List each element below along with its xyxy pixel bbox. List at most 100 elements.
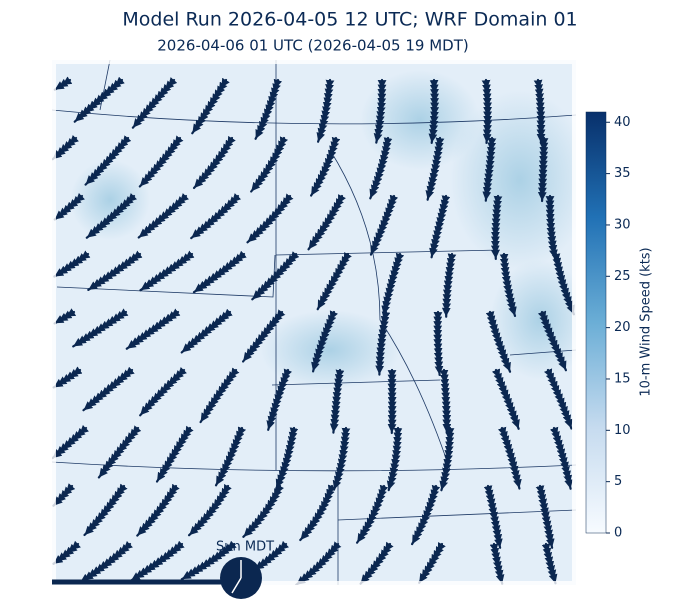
streamline bbox=[72, 308, 129, 348]
streamline bbox=[199, 367, 240, 424]
streamline bbox=[246, 193, 294, 244]
colorbar-label: 10-m Wind Speed (kts) bbox=[639, 247, 654, 396]
streamline bbox=[52, 483, 76, 507]
streamline bbox=[490, 194, 503, 260]
streamline bbox=[332, 426, 351, 491]
streamline bbox=[191, 77, 230, 135]
streamline bbox=[541, 542, 558, 585]
streamline bbox=[180, 308, 233, 354]
streamline bbox=[429, 194, 451, 259]
colorbar-tick-label: 0 bbox=[614, 526, 622, 541]
streamline bbox=[439, 368, 452, 434]
streamline bbox=[373, 78, 387, 144]
colorbar-tick-label: 15 bbox=[614, 371, 631, 386]
colorbar-tick-label: 25 bbox=[614, 269, 631, 284]
streamline bbox=[537, 310, 567, 372]
colorbar-tick-label: 35 bbox=[614, 166, 631, 181]
streamline bbox=[425, 136, 445, 201]
colorbar-tick-label: 5 bbox=[614, 474, 622, 489]
streamline bbox=[307, 194, 346, 251]
colorbar-tick-label: 10 bbox=[614, 423, 631, 438]
streamline bbox=[369, 194, 399, 256]
streamline bbox=[139, 250, 195, 292]
streamline bbox=[310, 136, 341, 197]
streamline bbox=[428, 78, 440, 144]
streamline bbox=[275, 426, 299, 490]
streamline bbox=[52, 540, 81, 565]
streamline bbox=[139, 366, 188, 417]
streamline bbox=[295, 541, 342, 585]
streamline bbox=[84, 135, 132, 186]
streamline bbox=[483, 484, 503, 549]
streamline bbox=[499, 252, 517, 317]
streamline bbox=[83, 483, 128, 537]
streamline bbox=[381, 252, 405, 316]
streamline bbox=[136, 483, 180, 537]
subtitle: 2026-04-06 01 UTC (2026-04-05 19 MDT) bbox=[157, 37, 468, 55]
streamline bbox=[251, 251, 300, 301]
map bbox=[52, 60, 576, 585]
streamline bbox=[82, 366, 135, 412]
timeline-label: Sun MDT bbox=[216, 540, 274, 555]
streamline bbox=[254, 78, 283, 140]
streamline bbox=[537, 136, 549, 203]
streamline bbox=[544, 368, 573, 430]
streamline bbox=[535, 484, 555, 549]
streamline bbox=[138, 135, 184, 188]
streamline bbox=[97, 425, 142, 479]
streamline bbox=[316, 252, 352, 311]
streamline bbox=[533, 78, 546, 144]
streamline bbox=[53, 250, 91, 278]
streamline bbox=[359, 541, 394, 585]
streamline bbox=[125, 308, 181, 350]
streamline bbox=[329, 368, 345, 434]
streamline bbox=[52, 134, 79, 161]
streamline bbox=[73, 76, 125, 123]
streamline bbox=[79, 540, 133, 584]
streamline bbox=[242, 309, 286, 363]
streamline bbox=[491, 368, 520, 430]
streamline bbox=[192, 135, 236, 190]
streamline bbox=[439, 426, 455, 492]
streamline bbox=[155, 425, 194, 483]
streamline bbox=[356, 484, 389, 544]
streamline bbox=[52, 366, 83, 389]
streamline bbox=[129, 540, 185, 582]
streamline bbox=[316, 78, 335, 143]
streamline bbox=[299, 484, 337, 542]
streamline bbox=[411, 484, 441, 546]
streamline bbox=[311, 310, 338, 373]
title: Model Run 2026-04-05 12 UTC; WRF Domain … bbox=[122, 9, 577, 31]
streamline bbox=[52, 424, 89, 460]
streamline bbox=[250, 136, 288, 193]
streamline bbox=[549, 426, 573, 490]
colorbar-tick-label: 40 bbox=[614, 115, 631, 130]
streamline bbox=[386, 426, 403, 492]
streamline bbox=[190, 193, 242, 240]
streamline bbox=[497, 426, 522, 490]
streamline bbox=[433, 310, 444, 376]
colorbar-tick-label: 30 bbox=[614, 217, 631, 232]
streamline bbox=[481, 78, 493, 144]
streamline bbox=[137, 192, 190, 239]
streamline bbox=[188, 483, 232, 537]
streamline bbox=[53, 308, 77, 325]
streamline bbox=[489, 542, 505, 585]
colorbar bbox=[585, 111, 607, 534]
streamline bbox=[418, 542, 446, 584]
streamline bbox=[545, 194, 558, 260]
streamline bbox=[266, 368, 293, 431]
streamline bbox=[192, 250, 247, 294]
streamline bbox=[85, 192, 138, 239]
streamline bbox=[214, 426, 247, 487]
streamline bbox=[375, 310, 391, 376]
streamline bbox=[369, 136, 393, 200]
streamline bbox=[53, 192, 85, 221]
streamline bbox=[482, 136, 497, 202]
streamline bbox=[485, 310, 512, 373]
streamline bbox=[242, 484, 284, 538]
streamline bbox=[87, 250, 143, 291]
streamline bbox=[441, 252, 457, 318]
streamline bbox=[180, 540, 237, 581]
